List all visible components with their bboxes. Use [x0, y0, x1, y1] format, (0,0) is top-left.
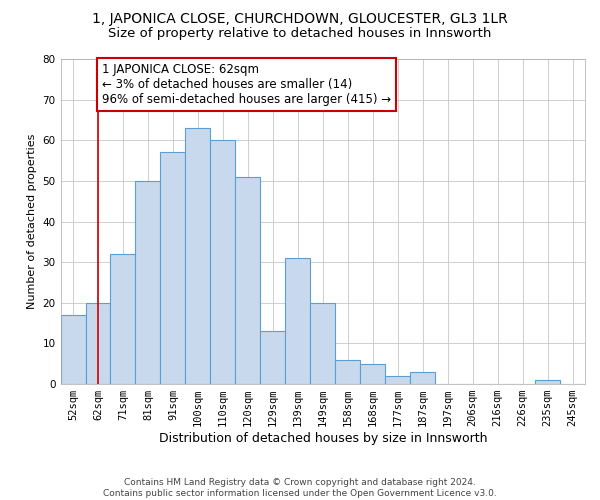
Y-axis label: Number of detached properties: Number of detached properties — [27, 134, 37, 309]
Bar — [310, 303, 335, 384]
Text: Contains HM Land Registry data © Crown copyright and database right 2024.
Contai: Contains HM Land Registry data © Crown c… — [103, 478, 497, 498]
Bar — [86, 303, 110, 384]
Bar — [136, 181, 160, 384]
Text: Size of property relative to detached houses in Innsworth: Size of property relative to detached ho… — [109, 28, 491, 40]
Bar — [410, 372, 435, 384]
Bar — [61, 315, 86, 384]
Bar — [185, 128, 211, 384]
Bar — [211, 140, 235, 384]
Bar — [535, 380, 560, 384]
Bar — [335, 360, 360, 384]
X-axis label: Distribution of detached houses by size in Innsworth: Distribution of detached houses by size … — [158, 432, 487, 445]
Bar — [360, 364, 385, 384]
Bar — [110, 254, 136, 384]
Text: 1, JAPONICA CLOSE, CHURCHDOWN, GLOUCESTER, GL3 1LR: 1, JAPONICA CLOSE, CHURCHDOWN, GLOUCESTE… — [92, 12, 508, 26]
Bar — [235, 177, 260, 384]
Text: 1 JAPONICA CLOSE: 62sqm
← 3% of detached houses are smaller (14)
96% of semi-det: 1 JAPONICA CLOSE: 62sqm ← 3% of detached… — [102, 63, 391, 106]
Bar — [286, 258, 310, 384]
Bar — [260, 332, 286, 384]
Bar — [385, 376, 410, 384]
Bar — [160, 152, 185, 384]
